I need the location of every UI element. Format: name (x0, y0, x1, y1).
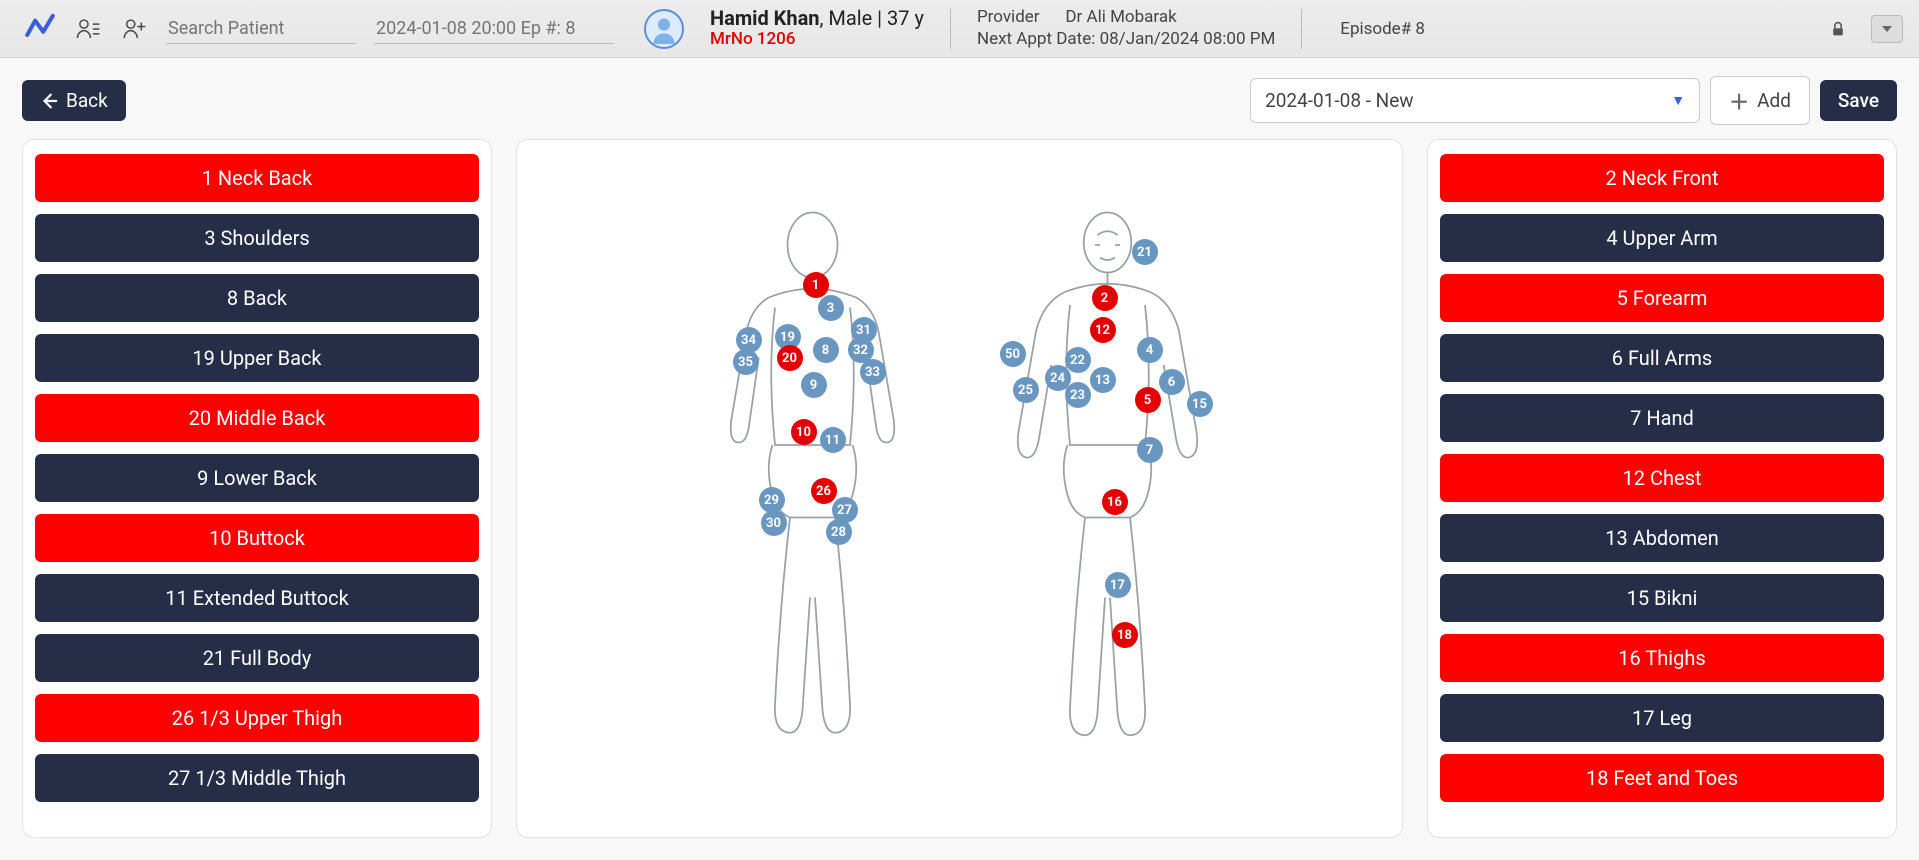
back-label: Back (66, 89, 108, 112)
body-marker-8[interactable]: 8 (813, 337, 839, 363)
region-button-left-3[interactable]: 19 Upper Back (35, 334, 479, 382)
body-marker-21[interactable]: 21 (1132, 239, 1158, 265)
body-marker-26[interactable]: 26 (811, 478, 837, 504)
region-button-left-2[interactable]: 8 Back (35, 274, 479, 322)
patient-list-icon[interactable] (74, 15, 102, 43)
body-marker-1[interactable]: 1 (803, 272, 829, 298)
body-marker-9[interactable]: 9 (801, 372, 827, 398)
region-button-right-4[interactable]: 7 Hand (1440, 394, 1884, 442)
toolbar: Back 2024-01-08 - New ▼ ＋ Add Save (0, 58, 1919, 139)
region-button-left-1[interactable]: 3 Shoulders (35, 214, 479, 262)
patient-mrno: MrNo 1206 (710, 30, 924, 50)
region-button-left-7[interactable]: 11 Extended Buttock (35, 574, 479, 622)
body-marker-20[interactable]: 20 (777, 345, 803, 371)
region-button-left-5[interactable]: 9 Lower Back (35, 454, 479, 502)
add-button[interactable]: ＋ Add (1710, 76, 1810, 125)
body-marker-28[interactable]: 28 (826, 519, 852, 545)
region-button-right-6[interactable]: 13 Abdomen (1440, 514, 1884, 562)
provider-value: Dr Ali Mobarak (1065, 7, 1176, 27)
patient-meta: , Male | 37 y (820, 6, 924, 30)
save-button[interactable]: Save (1820, 80, 1897, 121)
body-marker-4[interactable]: 4 (1137, 337, 1163, 363)
region-button-right-8[interactable]: 16 Thighs (1440, 634, 1884, 682)
right-region-list: 2 Neck Front 4 Upper Arm 5 Forearm 6 Full A… (1427, 139, 1897, 838)
search-patient-input[interactable] (166, 14, 356, 44)
add-patient-icon[interactable] (120, 15, 148, 43)
body-marker-50[interactable]: 50 (1000, 341, 1026, 367)
main-content: 1 Neck Back 3 Shoulders 8 Back 19 Upper Bac… (0, 139, 1919, 860)
divider (950, 9, 951, 49)
body-diagram: 1331193483220353391011262927302821212504… (700, 210, 1220, 770)
patient-name: Hamid Khan (710, 6, 820, 30)
body-marker-7[interactable]: 7 (1137, 437, 1163, 463)
body-marker-10[interactable]: 10 (791, 419, 817, 445)
patient-block: Hamid Khan, Male | 37 y MrNo 1206 (710, 7, 924, 50)
region-button-left-8[interactable]: 21 Full Body (35, 634, 479, 682)
region-button-left-0[interactable]: 1 Neck Back (35, 154, 479, 202)
region-button-right-1[interactable]: 4 Upper Arm (1440, 214, 1884, 262)
region-button-left-6[interactable]: 10 Buttock (35, 514, 479, 562)
body-marker-25[interactable]: 25 (1013, 377, 1039, 403)
header-dropdown[interactable] (1871, 15, 1903, 43)
region-button-right-7[interactable]: 15 Bikni (1440, 574, 1884, 622)
body-marker-6[interactable]: 6 (1159, 369, 1185, 395)
body-marker-12[interactable]: 12 (1090, 317, 1116, 343)
body-marker-13[interactable]: 13 (1090, 367, 1116, 393)
date-select[interactable]: 2024-01-08 - New ▼ (1250, 78, 1700, 123)
next-appt-label: Next Appt Date: (977, 29, 1095, 49)
region-button-right-5[interactable]: 12 Chest (1440, 454, 1884, 502)
region-button-right-3[interactable]: 6 Full Arms (1440, 334, 1884, 382)
divider (1301, 9, 1302, 49)
region-button-left-4[interactable]: 20 Middle Back (35, 394, 479, 442)
body-marker-16[interactable]: 16 (1102, 489, 1128, 515)
plus-icon: ＋ (1729, 86, 1749, 115)
body-marker-15[interactable]: 15 (1187, 391, 1213, 417)
body-marker-17[interactable]: 17 (1105, 572, 1131, 598)
add-label: Add (1757, 89, 1791, 112)
provider-block: Provider Dr Ali Mobarak Next Appt Date: … (977, 7, 1275, 50)
region-button-left-9[interactable]: 26 1/3 Upper Thigh (35, 694, 479, 742)
region-button-right-10[interactable]: 18 Feet and Toes (1440, 754, 1884, 802)
app-logo (24, 11, 56, 47)
left-region-list: 1 Neck Back 3 Shoulders 8 Back 19 Upper Bac… (22, 139, 492, 838)
back-button[interactable]: Back (22, 80, 126, 121)
body-marker-11[interactable]: 11 (820, 427, 846, 453)
region-button-right-9[interactable]: 17 Leg (1440, 694, 1884, 742)
region-button-right-2[interactable]: 5 Forearm (1440, 274, 1884, 322)
body-marker-22[interactable]: 22 (1065, 347, 1091, 373)
body-marker-35[interactable]: 35 (733, 349, 759, 375)
region-button-right-0[interactable]: 2 Neck Front (1440, 154, 1884, 202)
date-select-value: 2024-01-08 - New (1265, 89, 1414, 112)
arrow-left-icon (40, 92, 58, 110)
body-marker-18[interactable]: 18 (1112, 622, 1138, 648)
body-marker-3[interactable]: 3 (818, 295, 844, 321)
body-marker-5[interactable]: 5 (1135, 387, 1161, 413)
body-marker-30[interactable]: 30 (761, 510, 787, 536)
lock-icon[interactable] (1823, 14, 1853, 44)
body-marker-23[interactable]: 23 (1065, 382, 1091, 408)
body-map-panel: 1331193483220353391011262927302821212504… (516, 139, 1403, 838)
body-marker-33[interactable]: 33 (860, 359, 886, 385)
provider-label: Provider (977, 7, 1057, 28)
chevron-down-icon: ▼ (1671, 92, 1685, 109)
top-bar: Hamid Khan, Male | 37 y MrNo 1206 Provid… (0, 0, 1919, 58)
body-marker-2[interactable]: 2 (1092, 285, 1118, 311)
region-button-left-10[interactable]: 27 1/3 Middle Thigh (35, 754, 479, 802)
patient-avatar (644, 9, 684, 49)
next-appt-value: 08/Jan/2024 08:00 PM (1100, 29, 1276, 49)
episode-number: Episode# 8 (1340, 19, 1425, 39)
save-label: Save (1838, 89, 1879, 112)
episode-input[interactable] (374, 14, 614, 44)
